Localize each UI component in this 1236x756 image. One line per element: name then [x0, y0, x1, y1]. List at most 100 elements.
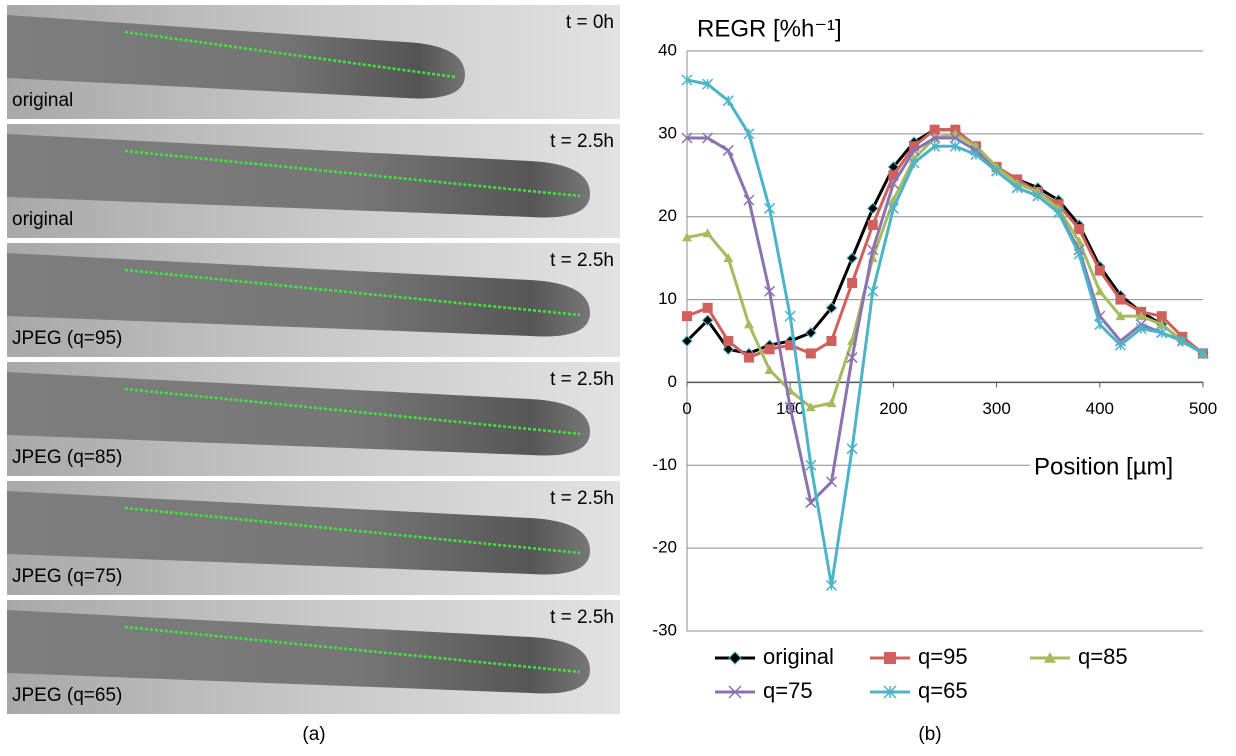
legend-label: q=65	[918, 678, 968, 703]
midline	[124, 506, 581, 555]
marker	[702, 302, 713, 313]
time-label: t = 0h	[566, 12, 614, 33]
y-tick-label: 0	[668, 372, 677, 391]
marker	[1044, 652, 1056, 663]
marker	[805, 402, 816, 412]
midline	[124, 387, 581, 436]
series-line	[686, 78, 1204, 586]
marker	[883, 685, 897, 699]
marker	[1115, 294, 1126, 305]
marker	[764, 285, 776, 297]
marker	[681, 132, 693, 144]
legend-label: q=95	[918, 644, 968, 669]
marker	[682, 311, 692, 322]
panel-label: JPEG (q=85)	[12, 447, 122, 468]
marker	[805, 497, 817, 509]
marker	[723, 253, 734, 263]
series-line	[686, 128, 1204, 360]
marker	[1094, 265, 1105, 276]
time-label: t = 2.5h	[550, 607, 614, 628]
y-tick-label: -20	[652, 538, 677, 557]
marker	[1032, 190, 1044, 202]
marker	[722, 343, 734, 355]
root	[7, 15, 465, 99]
marker	[702, 132, 714, 144]
marker	[728, 651, 742, 665]
marker	[784, 401, 796, 413]
marker	[743, 128, 755, 140]
marker	[681, 74, 693, 86]
caption: (a)	[302, 724, 325, 745]
x-tick-label: 200	[879, 399, 907, 418]
marker	[1115, 311, 1126, 321]
y-tick-label: 30	[658, 123, 677, 142]
marker	[701, 314, 714, 326]
marker	[764, 365, 775, 374]
marker	[970, 149, 982, 161]
panel-label: original	[12, 209, 73, 230]
marker	[805, 327, 817, 339]
marker	[743, 352, 754, 363]
marker	[1135, 323, 1147, 335]
marker	[805, 459, 817, 471]
x-tick-label: 0	[682, 399, 691, 418]
x-tick-label: 300	[982, 399, 1010, 418]
marker	[764, 202, 776, 214]
marker	[909, 141, 920, 152]
marker	[805, 348, 816, 359]
marker	[1156, 311, 1167, 322]
marker	[867, 202, 879, 215]
x-axis-label: Position [µm]	[1034, 453, 1173, 480]
panel-label: JPEG (q=95)	[12, 328, 122, 349]
marker	[847, 278, 858, 288]
marker	[1156, 319, 1167, 329]
panel-label: JPEG (q=65)	[12, 685, 122, 706]
marker	[785, 340, 796, 351]
marker	[908, 157, 920, 169]
marker	[784, 310, 796, 322]
time-label: t = 2.5h	[550, 488, 614, 509]
marker	[743, 319, 754, 329]
marker	[682, 232, 692, 242]
y-tick-label: 40	[658, 40, 677, 59]
marker	[723, 336, 734, 346]
marker	[887, 178, 899, 190]
image-panels: t = 0h original t = 2.5h original t = 2.5h JP…	[7, 5, 620, 714]
marker	[1074, 224, 1085, 235]
marker	[702, 78, 714, 90]
x-label-bg	[1030, 450, 1230, 486]
time-label: t = 2.5h	[550, 250, 614, 271]
y-axis-label: REGR [%h⁻¹]	[697, 15, 842, 42]
caption: (b)	[918, 724, 941, 745]
time-label: t = 2.5h	[550, 131, 614, 152]
midline	[124, 268, 581, 317]
marker	[846, 352, 858, 364]
marker	[826, 336, 837, 346]
marker	[722, 144, 734, 156]
y-tick-label: 10	[658, 289, 677, 308]
marker	[825, 476, 838, 488]
midline	[124, 625, 581, 674]
marker	[1156, 327, 1168, 339]
marker	[867, 220, 878, 230]
y-tick-label: -30	[652, 620, 677, 639]
marker	[867, 244, 879, 256]
time-label: t = 2.5h	[550, 369, 614, 390]
marker	[826, 398, 837, 408]
marker	[1094, 286, 1105, 296]
marker	[991, 165, 1003, 177]
y-tick-label: -10	[652, 455, 677, 474]
marker	[1052, 207, 1065, 219]
series-line	[685, 128, 1204, 355]
y-tick-label: 20	[658, 206, 677, 225]
marker	[702, 228, 713, 238]
marker	[908, 144, 920, 156]
marker	[1094, 318, 1106, 330]
marker	[743, 194, 755, 206]
marker	[929, 140, 941, 152]
marker	[1136, 311, 1147, 321]
marker	[867, 285, 879, 297]
marker	[884, 652, 896, 664]
marker	[825, 579, 838, 591]
